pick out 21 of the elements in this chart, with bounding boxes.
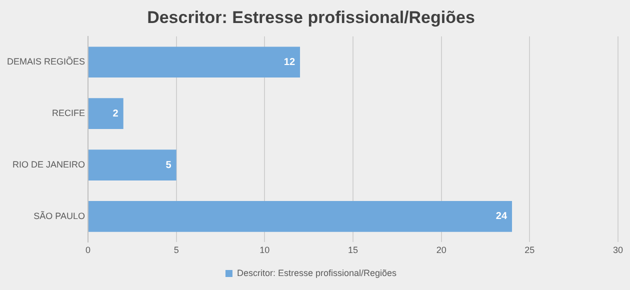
y-tick-label: RECIFE bbox=[52, 108, 86, 118]
chart-title: Descritor: Estresse profissional/Regiões bbox=[147, 8, 475, 27]
data-label: 24 bbox=[496, 211, 508, 222]
x-tick-label: 15 bbox=[348, 245, 358, 256]
data-label: 12 bbox=[284, 56, 296, 68]
y-tick-label: RIO DE JANEIRO bbox=[12, 160, 86, 170]
bar bbox=[88, 201, 512, 232]
x-tick-label: 0 bbox=[86, 245, 91, 256]
x-tick-label: 20 bbox=[436, 245, 446, 256]
bar bbox=[88, 150, 176, 180]
bar bbox=[88, 98, 124, 130]
x-tick-label: 25 bbox=[524, 245, 535, 256]
legend-label: Descritor: Estresse profissional/Regiões bbox=[236, 268, 398, 278]
data-label: 5 bbox=[166, 160, 172, 171]
x-tick-label: 30 bbox=[612, 245, 624, 256]
data-label: 2 bbox=[112, 108, 119, 120]
bar bbox=[88, 46, 300, 78]
x-tick-label: 10 bbox=[260, 245, 270, 256]
x-tick-label: 5 bbox=[174, 245, 179, 256]
y-tick-label: SÃO PAULO bbox=[34, 210, 86, 221]
y-tick-label: DEMAIS REGIÕES bbox=[6, 56, 86, 67]
